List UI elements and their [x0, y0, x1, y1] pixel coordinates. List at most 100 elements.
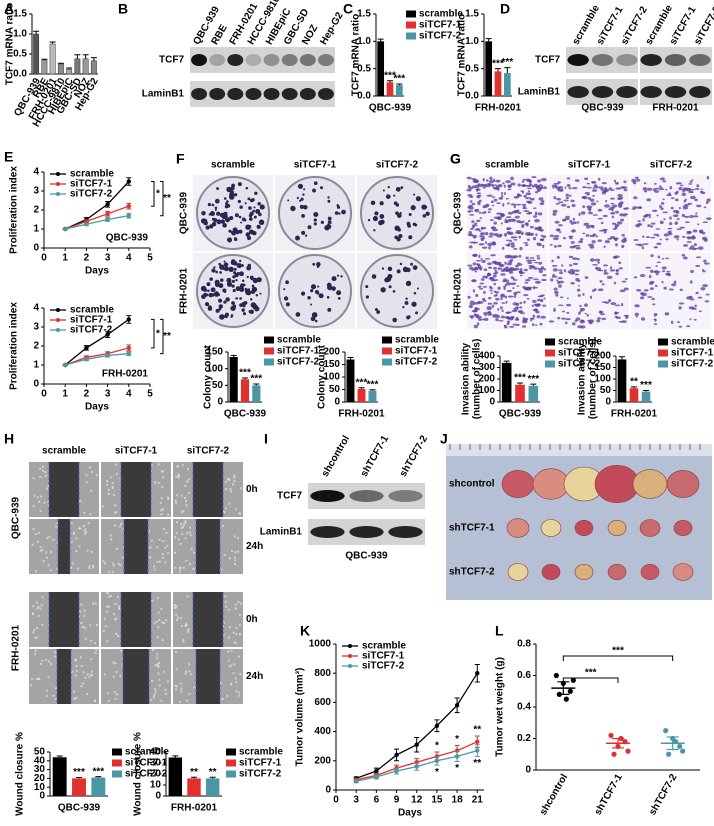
significance: *** [250, 374, 262, 385]
y-tick-label: 0.2 [517, 733, 531, 744]
colony [393, 194, 396, 197]
texture [186, 595, 189, 598]
texture [181, 464, 184, 467]
cell [481, 246, 488, 249]
cell [469, 200, 473, 203]
texture [235, 508, 238, 511]
cell [692, 229, 698, 233]
legend-label: siTCF7-1 [671, 348, 714, 359]
colony [414, 223, 417, 227]
texture [239, 673, 242, 676]
y-tick-label: 0 [155, 791, 161, 802]
cell [673, 235, 680, 239]
colony [256, 210, 260, 213]
cell [538, 197, 544, 201]
colony [290, 205, 296, 212]
panel-letter: I [264, 431, 268, 447]
cell [691, 307, 697, 310]
cell [646, 296, 653, 298]
texture [163, 622, 166, 625]
cell [705, 201, 709, 205]
cell [686, 231, 691, 235]
cell [659, 177, 666, 181]
cell [559, 296, 564, 299]
texture [221, 697, 224, 700]
cell [597, 239, 602, 242]
cell [476, 192, 482, 195]
colony [236, 263, 242, 269]
error-bar [209, 776, 216, 779]
colony [226, 281, 233, 287]
legend-label: scramble [558, 337, 602, 348]
bar [252, 385, 261, 402]
texture [84, 528, 87, 531]
colony [235, 297, 238, 300]
texture [226, 477, 229, 480]
cell [503, 324, 506, 327]
texture [161, 470, 164, 473]
texture [45, 689, 48, 692]
y-tick-label: 4 [33, 303, 39, 314]
texture [164, 546, 167, 549]
significance: *** [501, 57, 513, 68]
cell [485, 203, 490, 208]
colony [214, 208, 217, 212]
group-label: QBC-939 [581, 103, 624, 114]
colony [238, 259, 242, 263]
y-tick-label: 100 [594, 374, 611, 385]
cell [579, 304, 582, 308]
texture [45, 551, 48, 554]
colony [310, 289, 314, 293]
cell [559, 271, 563, 275]
cell [615, 187, 622, 190]
blot-band [310, 490, 345, 502]
cell [493, 266, 497, 270]
legend-swatch [264, 336, 274, 344]
lane-label: shTCF7-1 [359, 433, 392, 478]
legend-label: siTCF7-1 [277, 346, 320, 357]
blot-band [263, 88, 280, 100]
cell [473, 313, 477, 317]
texture [190, 673, 193, 676]
cell [642, 218, 645, 222]
cell [574, 273, 579, 276]
wound-edge [123, 519, 149, 574]
cell [689, 195, 696, 200]
cell [519, 274, 523, 277]
wound-edge [195, 519, 221, 574]
texture [80, 603, 83, 606]
cell [599, 279, 603, 283]
marker [434, 723, 440, 728]
legend-swatch [545, 360, 555, 368]
error-bar [530, 383, 537, 386]
x-tick-label: 18 [452, 795, 464, 806]
blot-band [349, 490, 384, 502]
cell [584, 312, 588, 315]
cell [650, 254, 654, 258]
colony [254, 191, 258, 195]
cell [548, 320, 555, 323]
colony [218, 307, 222, 311]
cell [496, 202, 501, 205]
error-bar [253, 383, 260, 386]
colony [224, 204, 229, 209]
cell [602, 214, 609, 218]
cell [489, 287, 494, 289]
marker [126, 204, 131, 209]
colony [223, 300, 227, 304]
texture [81, 625, 84, 628]
texture [34, 653, 37, 656]
cell [608, 187, 613, 190]
significance: ** [473, 758, 481, 769]
cell [495, 318, 499, 322]
colony [216, 211, 221, 216]
cell [469, 210, 474, 212]
cell [467, 295, 471, 299]
tumor [640, 564, 660, 580]
cell [520, 184, 527, 187]
cell [493, 233, 499, 237]
cell [471, 279, 477, 283]
cell [481, 226, 484, 231]
texture [32, 527, 35, 530]
cell [522, 205, 526, 208]
